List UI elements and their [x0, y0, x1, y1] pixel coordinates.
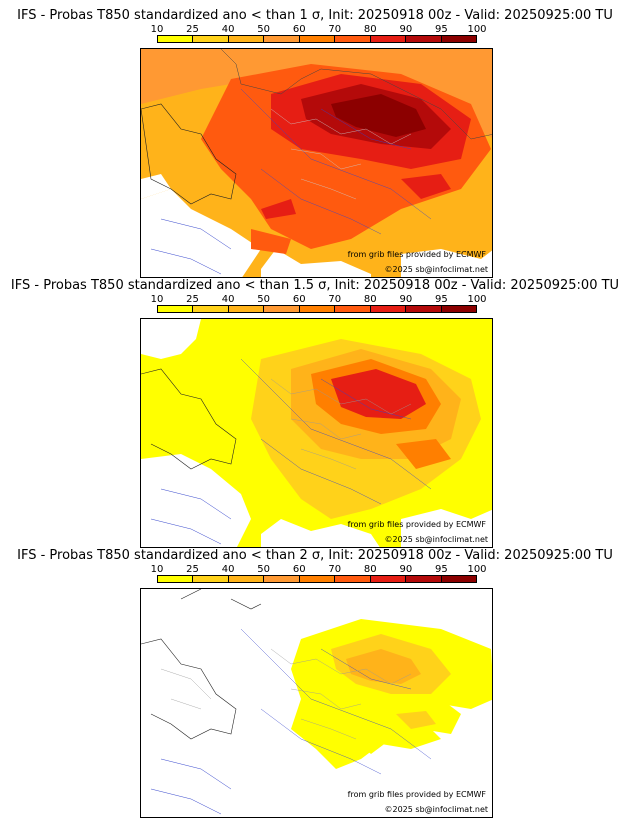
- probability-map: from grib files provided by ECMWF ©2025 …: [140, 588, 493, 818]
- scale-label: 90: [399, 24, 413, 35]
- scale-swatch: [335, 36, 371, 42]
- color-scale-labels: 10 25 40 50 60 70 80 90 95 100: [151, 564, 487, 575]
- scale-swatch: [228, 36, 265, 42]
- map-svg: [141, 49, 492, 277]
- scale-swatch: [441, 306, 476, 312]
- scale-label: 90: [399, 294, 413, 305]
- map-svg: [141, 319, 492, 547]
- scale-swatch: [193, 36, 229, 42]
- scale-label: 50: [257, 294, 271, 305]
- map-svg: [141, 589, 492, 817]
- scale-swatch: [370, 576, 407, 582]
- scale-label: 40: [221, 564, 235, 575]
- scale-label: 25: [186, 564, 199, 575]
- scale-swatch: [158, 36, 194, 42]
- panel-2sigma: IFS - Probas T850 standardized ano < tha…: [0, 540, 630, 818]
- copyright-credit: ©2025 sb@infoclimat.net: [384, 535, 489, 544]
- scale-label: 40: [221, 24, 235, 35]
- probability-map: from grib files provided by ECMWF ©2025 …: [140, 318, 493, 548]
- scale-label: 50: [257, 564, 271, 575]
- copyright-credit: ©2025 sb@infoclimat.net: [384, 265, 489, 274]
- scale-swatch: [441, 36, 476, 42]
- scale-label: 60: [292, 294, 306, 305]
- scale-swatch: [228, 576, 265, 582]
- panel-title: IFS - Probas T850 standardized ano < tha…: [10, 278, 620, 293]
- scale-swatch: [228, 306, 265, 312]
- scale-label: 10: [150, 564, 164, 575]
- scale-label: 80: [363, 564, 377, 575]
- color-scale-labels: 10 25 40 50 60 70 80 90 95 100: [151, 24, 487, 35]
- data-source-credit: from grib files provided by ECMWF: [347, 250, 486, 259]
- panel-1-5sigma: IFS - Probas T850 standardized ano < tha…: [0, 270, 630, 548]
- color-scale-bar: [157, 305, 477, 313]
- color-scale-bar: [157, 575, 477, 583]
- scale-label: 70: [328, 24, 342, 35]
- scale-swatch: [264, 306, 300, 312]
- scale-label: 95: [435, 564, 448, 575]
- scale-label: 10: [150, 294, 164, 305]
- scale-label: 70: [328, 564, 342, 575]
- scale-label: 60: [292, 564, 306, 575]
- panel-title: IFS - Probas T850 standardized ano < tha…: [17, 8, 613, 23]
- scale-label: 95: [435, 294, 448, 305]
- color-scale-labels: 10 25 40 50 60 70 80 90 95 100: [151, 294, 487, 305]
- scale-label: 100: [467, 24, 487, 35]
- scale-label: 95: [435, 24, 448, 35]
- scale-label: 50: [257, 24, 271, 35]
- scale-label: 25: [186, 24, 199, 35]
- scale-swatch: [193, 576, 229, 582]
- scale-label: 100: [467, 564, 487, 575]
- probability-map: from grib files provided by ECMWF ©2025 …: [140, 48, 493, 278]
- scale-swatch: [299, 36, 336, 42]
- scale-swatch: [193, 306, 229, 312]
- scale-swatch: [264, 576, 300, 582]
- data-source-credit: from grib files provided by ECMWF: [347, 790, 486, 799]
- scale-label: 100: [467, 294, 487, 305]
- data-source-credit: from grib files provided by ECMWF: [347, 520, 486, 529]
- panel-title: IFS - Probas T850 standardized ano < tha…: [17, 548, 613, 563]
- scale-label: 80: [363, 24, 377, 35]
- color-scale-bar: [157, 35, 477, 43]
- scale-swatch: [335, 576, 371, 582]
- scale-swatch: [299, 306, 336, 312]
- scale-label: 80: [363, 294, 377, 305]
- scale-swatch: [335, 306, 371, 312]
- scale-swatch: [299, 576, 336, 582]
- scale-swatch: [158, 576, 194, 582]
- scale-label: 40: [221, 294, 235, 305]
- scale-label: 60: [292, 24, 306, 35]
- scale-label: 10: [150, 24, 164, 35]
- scale-label: 90: [399, 564, 413, 575]
- panel-1sigma: IFS - Probas T850 standardized ano < tha…: [0, 0, 630, 278]
- scale-label: 25: [186, 294, 199, 305]
- scale-swatch: [158, 306, 194, 312]
- scale-swatch: [264, 36, 300, 42]
- scale-swatch: [406, 36, 442, 42]
- scale-swatch: [441, 576, 476, 582]
- scale-swatch: [406, 306, 442, 312]
- scale-swatch: [370, 306, 407, 312]
- copyright-credit: ©2025 sb@infoclimat.net: [384, 805, 489, 814]
- scale-label: 70: [328, 294, 342, 305]
- scale-swatch: [406, 576, 442, 582]
- scale-swatch: [370, 36, 407, 42]
